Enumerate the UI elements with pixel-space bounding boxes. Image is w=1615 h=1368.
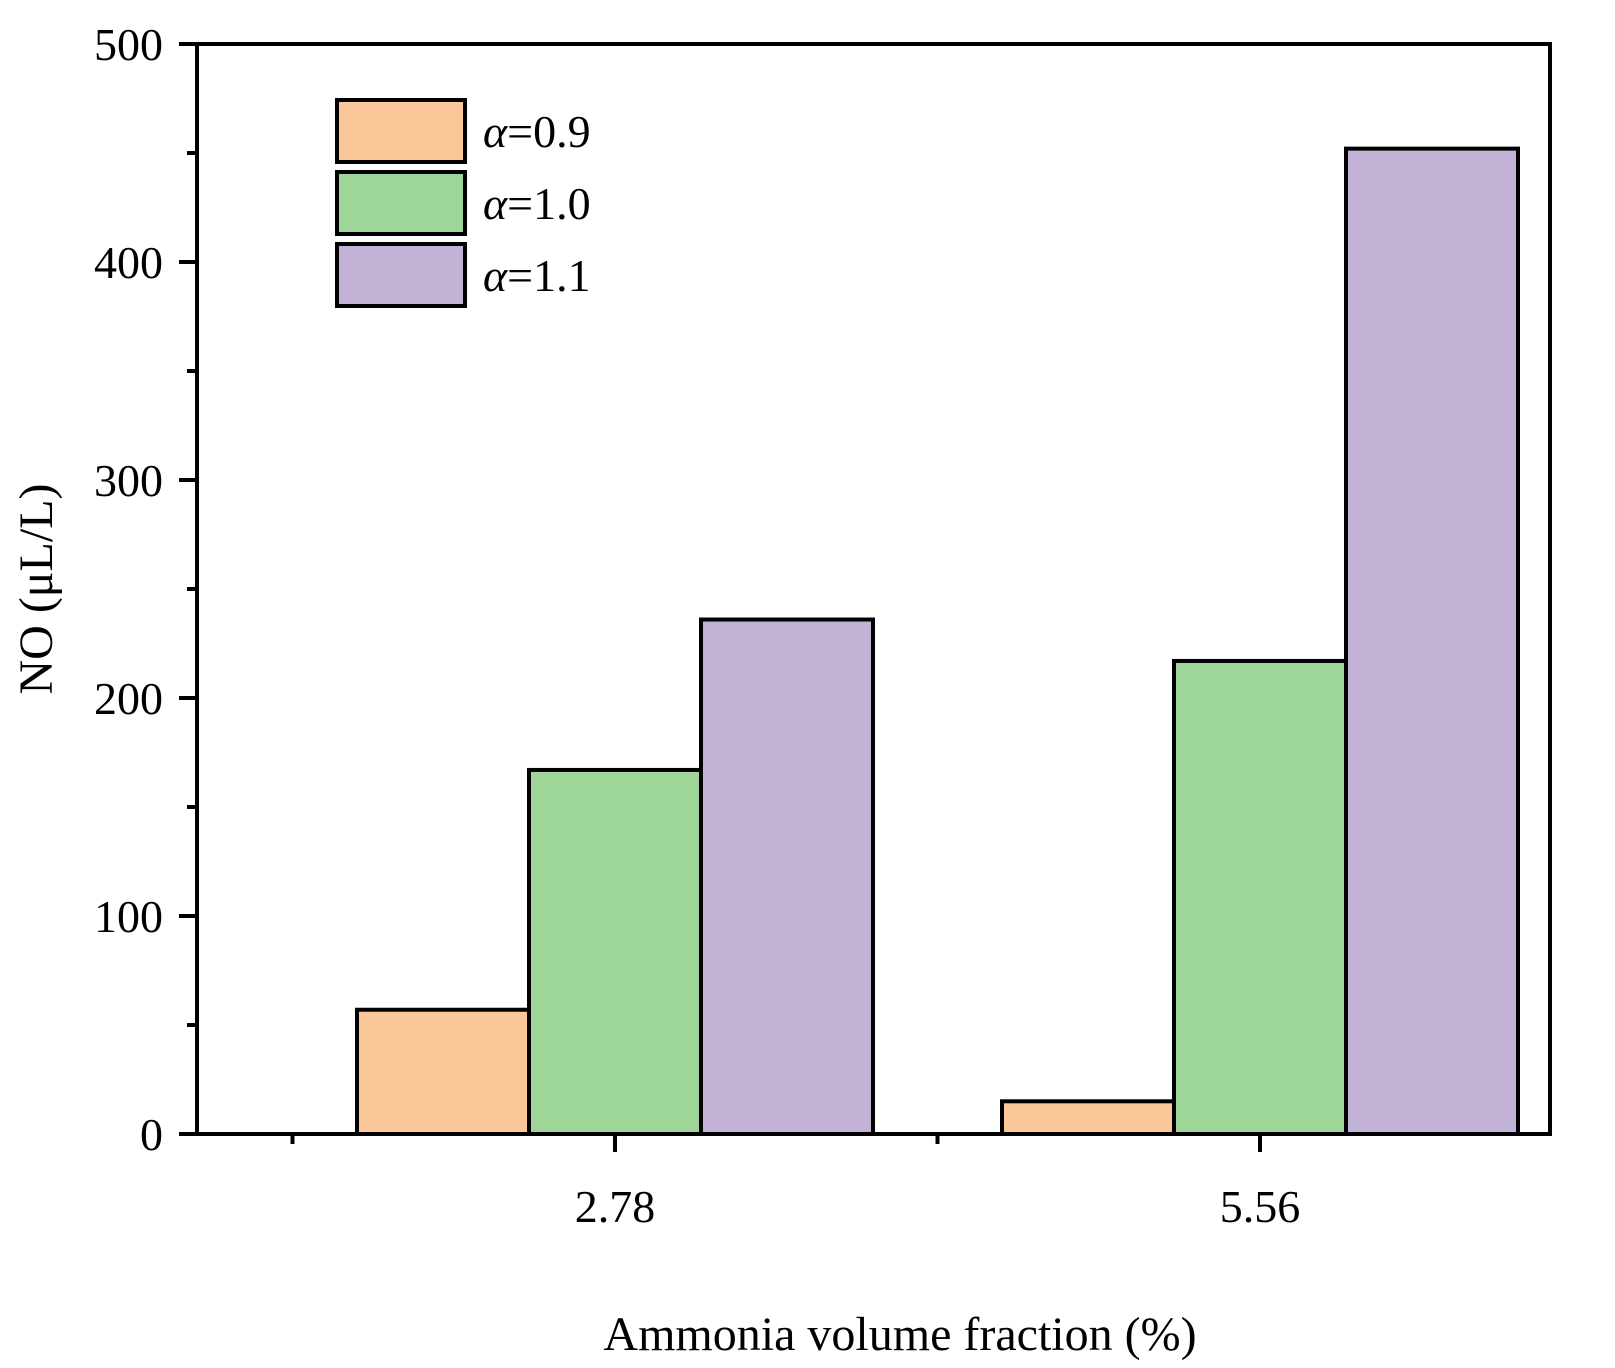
bar-α=1.0-2.78	[527, 767, 703, 1136]
y-tick-label: 100	[94, 891, 163, 942]
legend-swatch	[335, 242, 467, 308]
y-tick-label: 500	[94, 19, 163, 70]
y-tick-label: 300	[94, 455, 163, 506]
y-axis: 0 100 200 300 400 500	[94, 19, 197, 1160]
legend-label: α=1.1	[483, 250, 591, 301]
x-tick-label: 2.78	[575, 1181, 656, 1232]
bar-α=1.0-5.56	[1172, 658, 1348, 1136]
x-axis-title: Ammonia volume fraction (%)	[603, 1308, 1196, 1361]
legend-label: α=0.9	[483, 106, 591, 157]
legend: α=0.9 α=1.0 α=1.1	[335, 98, 591, 308]
bar-α=1.1-2.78	[699, 617, 875, 1136]
y-tick-label: 0	[140, 1109, 163, 1160]
bar-α=0.9-5.56	[1000, 1099, 1176, 1137]
y-tick-label: 400	[94, 237, 163, 288]
legend-swatch	[335, 170, 467, 236]
legend-label: α=1.0	[483, 178, 591, 229]
x-tick-label: 5.56	[1220, 1181, 1301, 1232]
bars-layer	[355, 146, 1520, 1137]
bar-α=0.9-2.78	[355, 1007, 531, 1136]
x-axis: 2.78 5.56	[290, 1134, 1301, 1232]
legend-swatch	[335, 98, 467, 164]
y-tick-label: 200	[94, 673, 163, 724]
y-axis-title: NO (μL/L)	[10, 483, 63, 694]
bar-α=1.1-5.56	[1344, 146, 1520, 1136]
